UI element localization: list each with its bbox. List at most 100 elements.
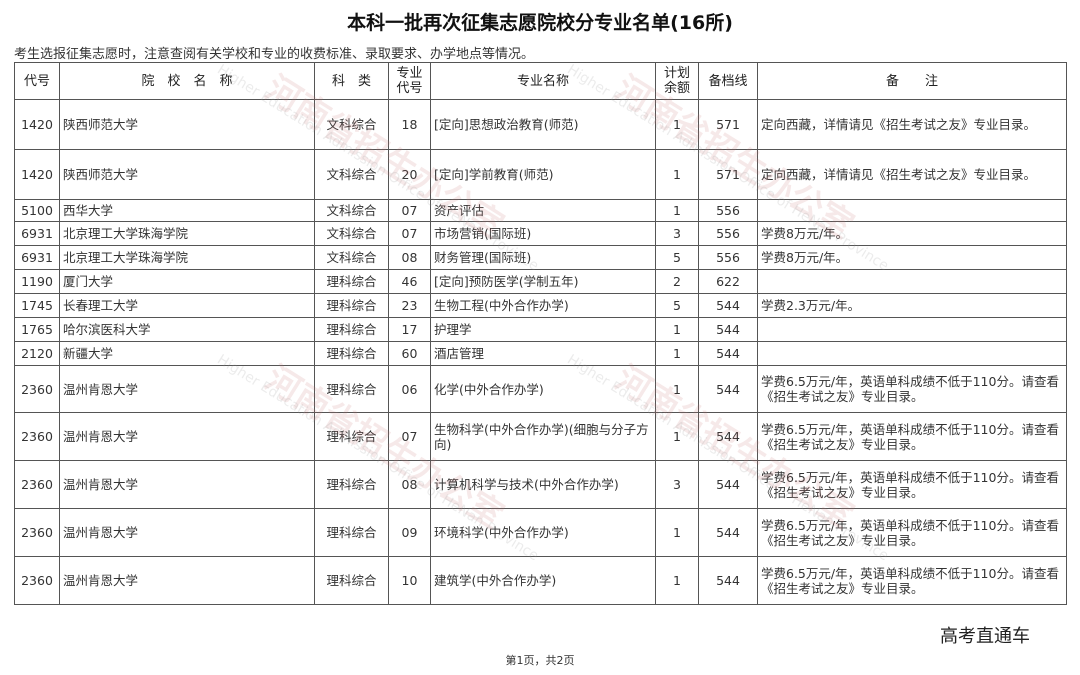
school-code-cell: 2360 xyxy=(14,508,60,557)
major-name-cell: 计算机科学与技术(中外合作办学) xyxy=(430,460,656,509)
table-row: 1765 哈尔滨医科大学 理科综合 17 护理学 1 544 xyxy=(14,317,1067,342)
remark-cell: 定向西藏，详情请见《招生考试之友》专业目录。 xyxy=(757,99,1067,150)
school-name-cell: 温州肯恩大学 xyxy=(59,460,315,509)
remaining-quota-cell: 3 xyxy=(655,460,699,509)
major-name-cell: 酒店管理 xyxy=(430,341,656,366)
major-code-cell: 07 xyxy=(388,199,431,222)
category-cell: 文科综合 xyxy=(314,221,389,246)
cutoff-score-cell: 544 xyxy=(698,508,758,557)
table-row: 1190 厦门大学 理科综合 46 [定向]预防医学(学制五年) 2 622 xyxy=(14,269,1067,294)
school-name-cell: 温州肯恩大学 xyxy=(59,508,315,557)
table-row: 2360 温州肯恩大学 理科综合 08 计算机科学与技术(中外合作办学) 3 544 学费6.… xyxy=(14,460,1067,509)
remaining-quota-cell: 3 xyxy=(655,221,699,246)
major-code-cell: 10 xyxy=(388,556,431,605)
major-code-cell: 06 xyxy=(388,365,431,413)
header-code: 代号 xyxy=(14,62,60,100)
school-name-cell: 北京理工大学珠海学院 xyxy=(59,221,315,246)
major-name-cell: 财务管理(国际班) xyxy=(430,245,656,270)
school-code-cell: 1745 xyxy=(14,293,60,318)
major-name-cell: 环境科学(中外合作办学) xyxy=(430,508,656,557)
category-cell: 理科综合 xyxy=(314,317,389,342)
major-name-cell: [定向]思想政治教育(师范) xyxy=(430,99,656,150)
cutoff-score-cell: 544 xyxy=(698,365,758,413)
category-cell: 文科综合 xyxy=(314,199,389,222)
category-cell: 理科综合 xyxy=(314,508,389,557)
category-cell: 理科综合 xyxy=(314,269,389,294)
header-remark: 备 注 xyxy=(757,62,1067,100)
school-code-cell: 2360 xyxy=(14,412,60,461)
category-cell: 理科综合 xyxy=(314,293,389,318)
remark-cell xyxy=(757,199,1067,222)
table-header-row: 代号 院 校 名 称 科 类 专业代号 专业名称 计划余额 备档线 备 注 xyxy=(14,62,1067,100)
major-code-cell: 18 xyxy=(388,99,431,150)
school-name-cell: 陕西师范大学 xyxy=(59,99,315,150)
table-row: 2360 温州肯恩大学 理科综合 06 化学(中外合作办学) 1 544 学费6.5万元/年，… xyxy=(14,365,1067,413)
remark-cell: 定向西藏，详情请见《招生考试之友》专业目录。 xyxy=(757,149,1067,200)
category-cell: 理科综合 xyxy=(314,341,389,366)
school-code-cell: 1420 xyxy=(14,149,60,200)
remark-cell xyxy=(757,341,1067,366)
school-name-cell: 陕西师范大学 xyxy=(59,149,315,200)
remark-cell xyxy=(757,269,1067,294)
table-row: 1420 陕西师范大学 文科综合 18 [定向]思想政治教育(师范) 1 571 定向西藏，详… xyxy=(14,99,1067,150)
cutoff-score-cell: 544 xyxy=(698,317,758,342)
major-code-cell: 07 xyxy=(388,221,431,246)
category-cell: 文科综合 xyxy=(314,149,389,200)
remark-cell: 学费8万元/年。 xyxy=(757,245,1067,270)
cutoff-score-cell: 544 xyxy=(698,341,758,366)
school-code-cell: 2360 xyxy=(14,365,60,413)
major-name-cell: 市场营销(国际班) xyxy=(430,221,656,246)
remark-cell: 学费8万元/年。 xyxy=(757,221,1067,246)
table-row: 6931 北京理工大学珠海学院 文科综合 08 财务管理(国际班) 5 556 学费8万元/年… xyxy=(14,245,1067,270)
header-major-code: 专业代号 xyxy=(388,62,431,100)
remark-cell xyxy=(757,317,1067,342)
major-code-cell: 07 xyxy=(388,412,431,461)
major-code-cell: 60 xyxy=(388,341,431,366)
remaining-quota-cell: 1 xyxy=(655,412,699,461)
school-code-cell: 1765 xyxy=(14,317,60,342)
school-code-cell: 2360 xyxy=(14,556,60,605)
page-title: 本科一批再次征集志愿院校分专业名单(16所) xyxy=(347,12,733,34)
header-major: 专业名称 xyxy=(430,62,656,100)
school-name-cell: 北京理工大学珠海学院 xyxy=(59,245,315,270)
remark-cell: 学费6.5万元/年，英语单科成绩不低于110分。请查看《招生考试之友》专业目录。 xyxy=(757,460,1067,509)
instruction-note: 考生选报征集志愿时，注意查阅有关学校和专业的收费标准、录取要求、办学地点等情况。 xyxy=(14,47,535,62)
header-remaining: 计划余额 xyxy=(655,62,699,100)
brand-label: 高考直通车 xyxy=(940,626,1030,647)
remaining-quota-cell: 1 xyxy=(655,317,699,342)
school-name-cell: 温州肯恩大学 xyxy=(59,412,315,461)
remaining-quota-cell: 1 xyxy=(655,556,699,605)
remaining-quota-cell: 1 xyxy=(655,99,699,150)
major-name-cell: 资产评估 xyxy=(430,199,656,222)
school-code-cell: 1190 xyxy=(14,269,60,294)
remaining-quota-cell: 1 xyxy=(655,199,699,222)
school-code-cell: 1420 xyxy=(14,99,60,150)
cutoff-score-cell: 556 xyxy=(698,245,758,270)
category-cell: 理科综合 xyxy=(314,556,389,605)
table-row: 2360 温州肯恩大学 理科综合 09 环境科学(中外合作办学) 1 544 学费6.5万元/… xyxy=(14,508,1067,557)
school-code-cell: 2360 xyxy=(14,460,60,509)
major-code-cell: 08 xyxy=(388,460,431,509)
table-row: 1420 陕西师范大学 文科综合 20 [定向]学前教育(师范) 1 571 定向西藏，详情请… xyxy=(14,149,1067,200)
remark-cell: 学费6.5万元/年，英语单科成绩不低于110分。请查看《招生考试之友》专业目录。 xyxy=(757,365,1067,413)
major-name-cell: 生物工程(中外合作办学) xyxy=(430,293,656,318)
header-school: 院 校 名 称 xyxy=(59,62,315,100)
category-cell: 文科综合 xyxy=(314,99,389,150)
table-row: 6931 北京理工大学珠海学院 文科综合 07 市场营销(国际班) 3 556 学费8万元/年… xyxy=(14,221,1067,246)
cutoff-score-cell: 571 xyxy=(698,149,758,200)
major-name-cell: [定向]学前教育(师范) xyxy=(430,149,656,200)
cutoff-score-cell: 544 xyxy=(698,412,758,461)
table-row: 1745 长春理工大学 理科综合 23 生物工程(中外合作办学) 5 544 学费2.3万元/… xyxy=(14,293,1067,318)
remaining-quota-cell: 1 xyxy=(655,149,699,200)
header-cutoff: 备档线 xyxy=(698,62,758,100)
school-name-cell: 长春理工大学 xyxy=(59,293,315,318)
major-code-cell: 09 xyxy=(388,508,431,557)
school-name-cell: 温州肯恩大学 xyxy=(59,556,315,605)
table-row: 2120 新疆大学 理科综合 60 酒店管理 1 544 xyxy=(14,341,1067,366)
header-category: 科 类 xyxy=(314,62,389,100)
major-code-cell: 23 xyxy=(388,293,431,318)
remaining-quota-cell: 5 xyxy=(655,293,699,318)
school-code-cell: 6931 xyxy=(14,245,60,270)
major-name-cell: 建筑学(中外合作办学) xyxy=(430,556,656,605)
table-row: 5100 西华大学 文科综合 07 资产评估 1 556 xyxy=(14,199,1067,222)
